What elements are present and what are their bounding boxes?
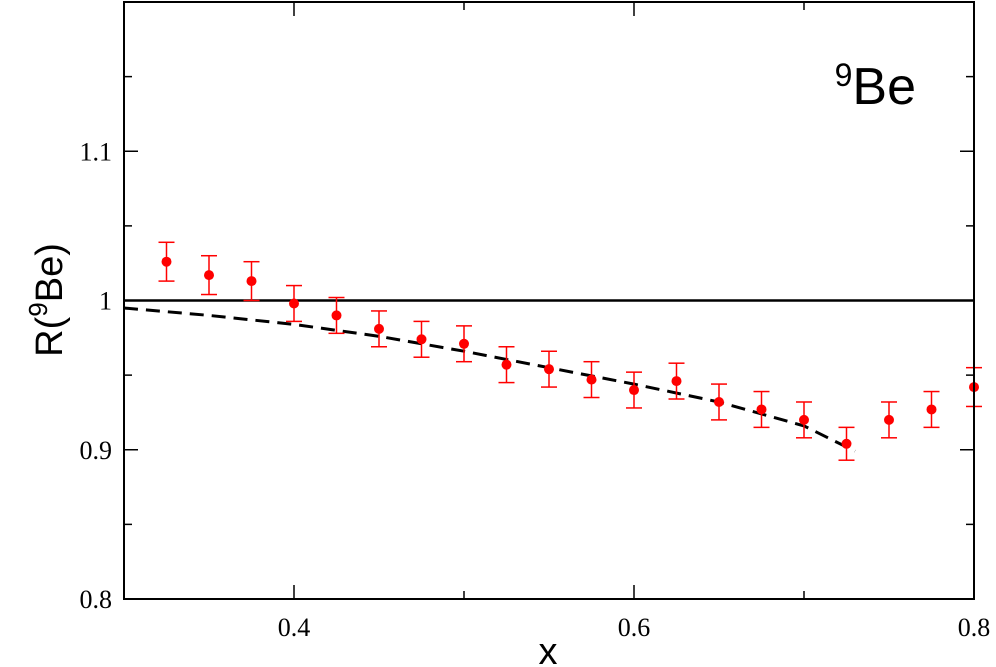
data-point <box>246 276 257 287</box>
data-point-group <box>711 383 727 421</box>
plot-area <box>123 241 982 461</box>
data-point-group <box>456 325 472 363</box>
data-point-group <box>753 390 770 429</box>
data-point-group <box>838 426 855 461</box>
data-point <box>926 404 937 415</box>
data-point <box>884 414 894 425</box>
data-point-group <box>923 390 940 429</box>
data-point-group <box>413 320 430 358</box>
y-axis-title: R(9Be) <box>23 243 71 357</box>
model-curve <box>123 306 856 453</box>
data-point-group <box>286 284 302 323</box>
data-point-group <box>328 296 345 335</box>
axis-ticks <box>123 1 975 600</box>
data-point <box>204 270 214 281</box>
y-axis-title-tail: Be) <box>29 243 71 302</box>
data-point <box>501 359 512 370</box>
data-point <box>289 298 299 309</box>
x-axis-title: x <box>539 631 558 667</box>
data-point <box>374 323 384 334</box>
data-point-group <box>541 350 557 388</box>
data-point <box>331 310 342 321</box>
nucleus-annotation: 9Be <box>835 57 916 116</box>
data-point <box>714 396 724 407</box>
data-point <box>416 334 427 345</box>
data-point-group <box>158 241 175 282</box>
data-point-group <box>668 362 685 400</box>
data-point <box>586 374 597 385</box>
data-point <box>756 404 767 415</box>
y-tick-label: 0.8 <box>80 585 113 614</box>
data-point <box>799 414 809 425</box>
nucleus-annotation-superscript: 9 <box>835 57 853 93</box>
x-tick-label: 0.6 <box>618 613 651 642</box>
data-point-group <box>881 401 897 439</box>
y-tick-label: 1 <box>99 287 112 316</box>
y-axis-title-main: R( <box>29 316 71 356</box>
y-tick-label: 1.1 <box>80 137 113 166</box>
data-point <box>459 338 469 349</box>
data-point <box>671 376 682 387</box>
data-point <box>161 256 172 267</box>
data-point-group <box>371 310 387 348</box>
data-point-group <box>243 260 260 302</box>
data-point-group <box>498 346 515 384</box>
data-point-group <box>626 371 642 409</box>
nucleus-annotation-main: Be <box>852 58 916 116</box>
y-axis-title-superscript: 9 <box>23 302 53 316</box>
data-point-group <box>201 254 217 296</box>
data-point <box>629 385 639 396</box>
data-point <box>544 364 554 375</box>
tick-labels: 0.4 0.6 0.8 0.8 0.9 1 1.1 <box>80 137 991 642</box>
data-point-group <box>796 401 812 439</box>
y-tick-label: 0.9 <box>80 436 113 465</box>
x-tick-label: 0.4 <box>278 613 311 642</box>
data-point <box>841 438 852 449</box>
x-tick-label: 0.8 <box>958 613 991 642</box>
data-point-group <box>583 360 600 399</box>
